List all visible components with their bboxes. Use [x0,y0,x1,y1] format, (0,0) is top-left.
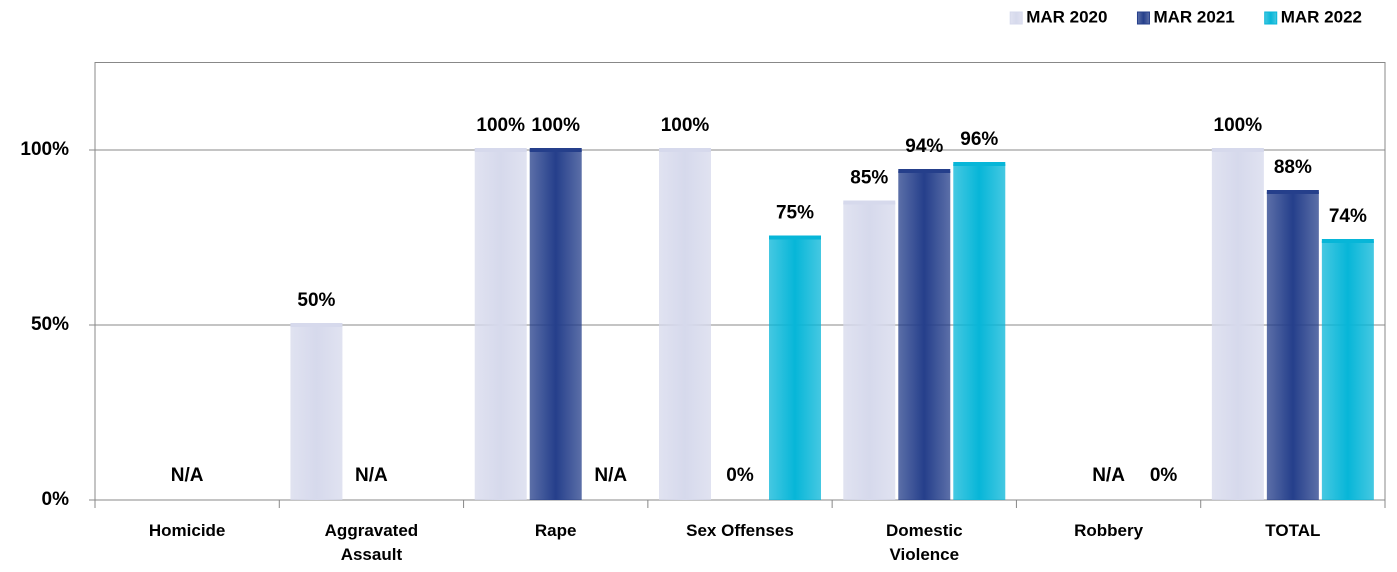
bar-top [843,200,896,205]
x-tick-label: Domestic Violence [886,521,963,564]
x-tick-label: Homicide [148,521,226,540]
value-label: 100% [661,115,710,136]
bar-top [1211,148,1264,152]
legend-swatch [1136,11,1150,25]
bar [1211,150,1264,500]
bar [290,325,343,500]
bar [953,164,1006,500]
value-label: 85% [850,168,888,189]
value-label: N/A [594,465,627,486]
bar [898,171,951,500]
bar [843,202,896,500]
bar-top [1266,190,1319,194]
bar-top [290,323,343,327]
bar [659,150,711,500]
bar-top [474,148,527,152]
bar-top [1321,239,1374,243]
value-label: 100% [531,115,580,136]
value-label: 74% [1329,206,1367,227]
x-tick-label: Aggravated Assault [324,521,419,564]
legend-swatch [1264,11,1278,25]
x-tick-label: Sex Offenses [686,521,794,540]
bar [769,237,821,500]
value-label: 0% [1150,465,1178,486]
x-tick-label: Robbery [1074,521,1144,540]
value-label: 94% [905,136,943,157]
legend-label: MAR 2021 [1153,7,1234,26]
value-label: N/A [1092,465,1125,486]
y-tick-label: 100% [20,139,69,160]
bar-top [953,162,1006,166]
value-label: N/A [355,465,388,486]
value-label: 0% [726,465,754,486]
bar-top [769,235,821,240]
value-label: 100% [1214,115,1263,136]
y-tick-label: 0% [42,489,70,510]
value-label: 75% [776,203,814,224]
legend-swatch [1009,11,1023,25]
bar-top [898,169,951,173]
bar [1266,192,1319,500]
value-label: 50% [297,290,335,311]
x-tick-label: TOTAL [1265,521,1321,540]
bar [1321,241,1374,500]
bar [529,150,582,500]
plot-frame [94,62,1386,501]
legend-label: MAR 2022 [1281,7,1362,26]
value-label: N/A [171,465,204,486]
bar-top [659,148,711,152]
x-tick-label: Rape [534,521,577,540]
value-label: 96% [960,129,998,150]
bar [474,150,527,500]
legend-label: MAR 2020 [1026,7,1107,26]
bar-top [529,148,582,152]
value-label: 100% [476,115,525,136]
y-tick-label: 50% [31,314,69,335]
value-label: 88% [1274,157,1312,178]
